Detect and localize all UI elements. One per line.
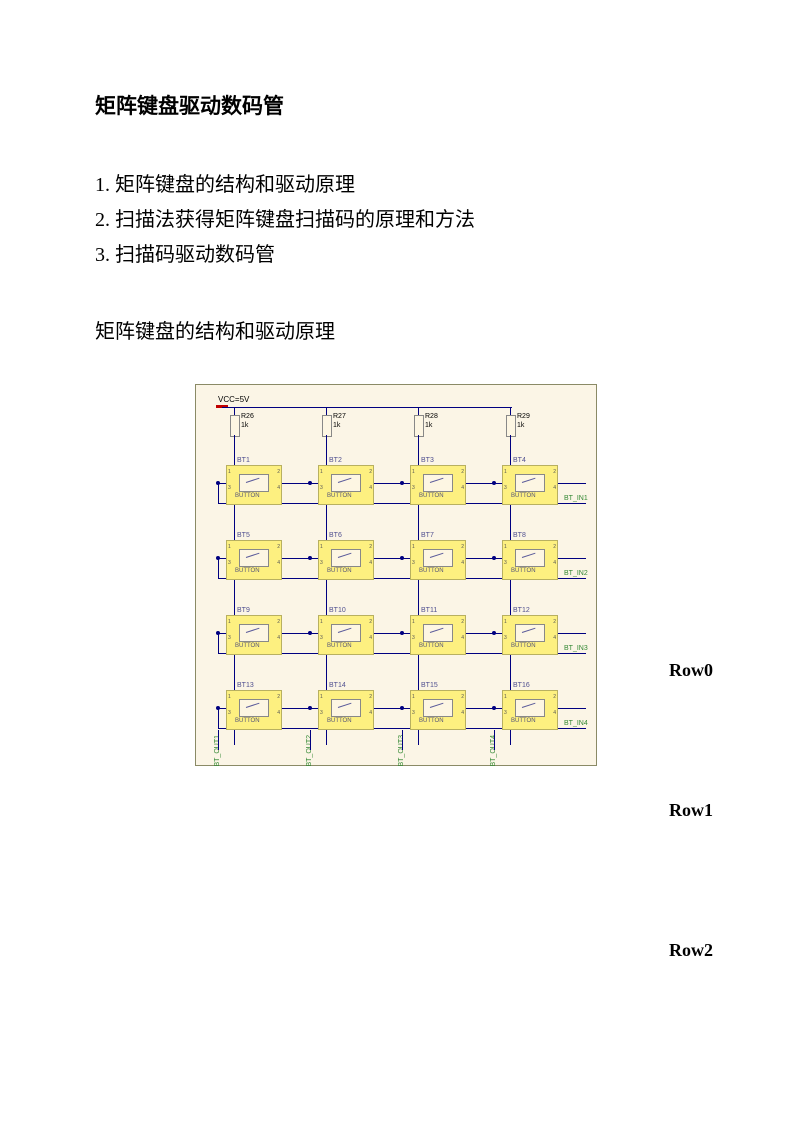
row-label-2: Row2	[669, 940, 713, 961]
schematic-button: BT2BUTTON1234	[318, 465, 374, 505]
schematic-button: BT5BUTTON1234	[226, 540, 282, 580]
outline-list: 1. 矩阵键盘的结构和驱动原理 2. 扫描法获得矩阵键盘扫描码的原理和方法 3.…	[95, 168, 698, 273]
schematic-button: BT10BUTTON1234	[318, 615, 374, 655]
page-title: 矩阵键盘驱动数码管	[95, 90, 698, 120]
list-item-2: 2. 扫描法获得矩阵键盘扫描码的原理和方法	[95, 203, 698, 238]
schematic-button: BT1BUTTON1234	[226, 465, 282, 505]
section-subtitle: 矩阵键盘的结构和驱动原理	[95, 315, 698, 344]
row-label-0: Row0	[669, 660, 713, 681]
schematic-button: BT12BUTTON1234	[502, 615, 558, 655]
schematic-button: BT9BUTTON1234	[226, 615, 282, 655]
schematic-button: BT4BUTTON1234	[502, 465, 558, 505]
schematic-button: BT7BUTTON1234	[410, 540, 466, 580]
schematic-button: BT6BUTTON1234	[318, 540, 374, 580]
list-item-1: 1. 矩阵键盘的结构和驱动原理	[95, 168, 698, 203]
schematic-button: BT15BUTTON1234	[410, 690, 466, 730]
list-item-3: 3. 扫描码驱动数码管	[95, 238, 698, 273]
schematic-button: BT11BUTTON1234	[410, 615, 466, 655]
schematic-button: BT14BUTTON1234	[318, 690, 374, 730]
schematic-button: BT13BUTTON1234	[226, 690, 282, 730]
row-label-1: Row1	[669, 800, 713, 821]
schematic-button: BT3BUTTON1234	[410, 465, 466, 505]
schematic-button: BT16BUTTON1234	[502, 690, 558, 730]
schematic-button: BT8BUTTON1234	[502, 540, 558, 580]
